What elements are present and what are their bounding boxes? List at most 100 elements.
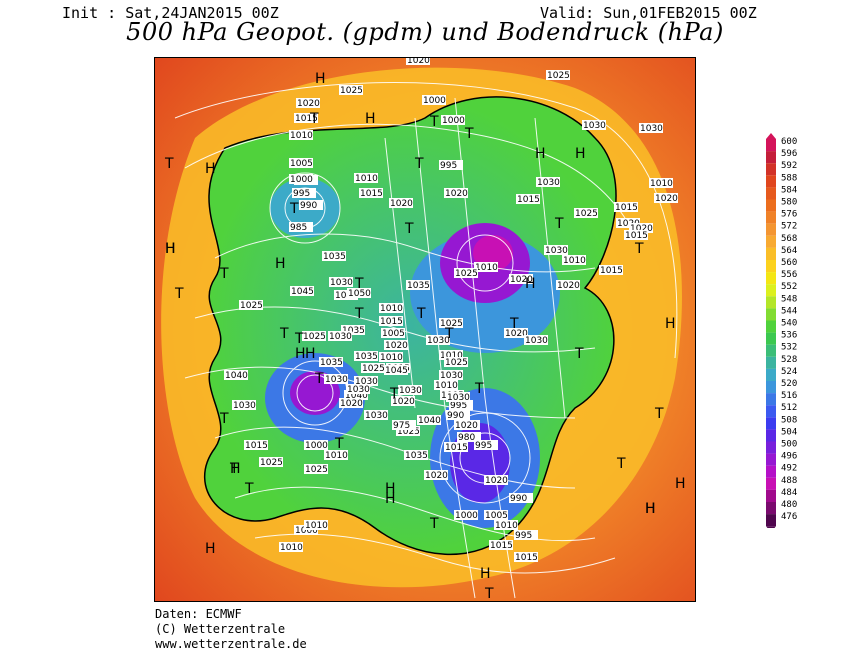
pressure-label-bg [556,280,580,290]
pressure-label-bg [391,396,415,406]
scale-arrow-top [766,133,776,139]
pressure-label-bg [384,340,408,350]
pressure-label-bg [344,390,368,400]
pressure-label: 1010 [440,351,463,361]
scale-arrow-bottom [766,526,776,528]
scale-swatch [766,308,776,321]
scale-label: 572 [781,222,797,232]
pressure-label: 1025 [305,465,328,475]
scale-swatch [766,381,776,394]
pressure-label: 1000 [290,175,313,185]
low-marker: T [354,306,364,322]
pressure-label: 1030 [365,411,388,421]
pressure-label-bg [379,352,403,362]
pressure-label: 1030 [447,393,470,403]
scale-swatch [766,429,776,442]
scale-swatch [766,284,776,297]
scale-label: 488 [781,476,797,486]
scale-label: 564 [781,246,797,256]
pressure-label: 1020 [445,189,468,199]
low-marker: T [174,286,184,302]
pressure-label-bg [546,70,570,80]
scale-label: 576 [781,210,797,220]
pressure-label: 1040 [225,371,248,381]
low-marker: T [554,216,564,232]
pressure-label-bg [614,202,638,212]
low-marker: T [474,381,484,397]
low-marker: T [334,436,344,452]
pressure-label-bg [417,415,441,425]
pressure-label: 1020 [655,194,678,204]
scale-swatch [766,356,776,369]
pressure-label-bg [304,440,328,450]
pressure-label-bg [359,188,383,198]
scale-swatch [766,405,776,418]
pressure-label-bg [484,475,508,485]
pressure-label: 1005 [382,329,405,339]
high-marker: H [675,476,686,492]
scale-label: 552 [781,282,797,292]
pressure-label: 995 [515,531,532,541]
credit-copyright: (C) Wetterzentrale [155,622,286,636]
pressure-label: 1010 [355,174,378,184]
pressure-label-bg [649,178,673,188]
init-time: Init : Sat,24JAN2015 00Z [62,4,279,22]
pressure-label: 1010 [435,381,458,391]
scale-label: 500 [781,440,797,450]
pressure-label-bg [509,274,533,284]
color-scale: 600 596 592 588 584 580 576 572 568 564 560 556 552 5… [766,133,797,528]
pressure-label-bg [354,173,378,183]
pressure-label-bg [224,370,248,380]
valid-time: Valid: Sun,01FEB2015 00Z [540,4,757,22]
pressure-label: 1015 [380,317,403,327]
scale-label: 548 [781,294,797,304]
pressure-label: 1015 [600,266,623,276]
scale-label: 496 [781,452,797,462]
isobars [174,82,678,599]
high-marker: H [575,146,586,162]
low-marker: T [429,114,439,130]
pressure-label-bg [289,174,313,184]
high-marker: H [205,161,216,177]
low-marker: T [219,266,229,282]
pressure-label: 1025 [362,364,385,374]
scale-label: 560 [781,258,797,268]
pressure-label: 1010 [325,451,348,461]
pressure-label: 1040 [418,416,441,426]
pressure-label-bg [489,540,513,550]
scale-swatch [766,368,776,381]
pressure-label-bg [302,331,326,341]
low-marker: T [444,326,454,342]
pressure-label: 1020 [392,397,415,407]
pressure-label: 1025 [440,319,463,329]
pressure-label-bg [514,552,538,562]
scale-label: 588 [781,173,797,183]
pressure-label-bg [439,160,463,170]
pressure-label-bg [364,410,388,420]
pressure-label: 1035 [342,326,365,336]
pressure-label-bg [544,245,568,255]
pressure-label: 1020 [485,476,508,486]
pressure-label-bg [244,440,268,450]
scale-label: 568 [781,234,797,244]
low-marker: T [164,156,174,172]
high-marker: H [645,501,656,517]
pressure-label-bg [322,251,346,261]
low-marker: T [429,516,439,532]
pressure-label: 1005 [290,159,313,169]
pressure-label: 1035 [323,252,346,262]
pressure-label-bg [457,432,481,442]
pressure-label-bg [449,400,473,410]
scale-label: 540 [781,319,797,329]
pressure-label-bg [396,426,420,436]
low-marker: T [414,156,424,172]
scale-swatch [766,320,776,333]
pressure-label: 1020 [297,99,320,109]
pressure-label-bg [444,442,468,452]
pressure-label-bg [294,113,318,123]
pressure-label: 1030 [427,336,450,346]
scale-label: 584 [781,185,797,195]
pressure-label: 1000 [442,116,465,126]
scale-label: 532 [781,343,797,353]
pressure-label-bg [509,493,533,503]
